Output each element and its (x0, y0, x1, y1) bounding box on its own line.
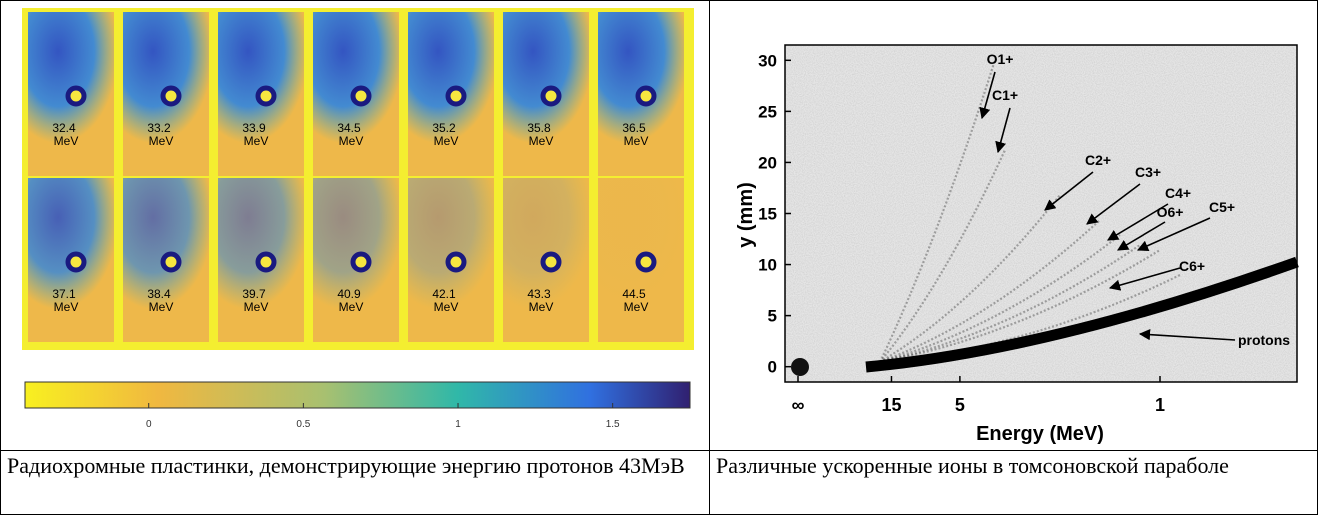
film-energy: 43.3 (527, 287, 551, 301)
film-unit: MeV (244, 300, 269, 314)
colorbar-tick-label: 0 (146, 419, 152, 430)
film-energy: 35.2 (432, 121, 456, 135)
ion-label: O6+ (1157, 204, 1184, 220)
film-energy: 32.4 (52, 121, 76, 135)
film-marker (543, 254, 559, 270)
film-energy: 33.9 (242, 121, 266, 135)
film-marker (163, 254, 179, 270)
caption-left: Радиохромные пластинки, демонстрирующие … (0, 450, 710, 515)
film-unit: MeV (529, 134, 554, 148)
colorbar-tick-label: 1 (455, 419, 461, 430)
x-tick-label: ∞ (792, 395, 805, 415)
film-marker (258, 88, 274, 104)
film-marker (353, 254, 369, 270)
y-tick-label: 15 (758, 205, 777, 224)
film-energy: 38.4 (147, 287, 171, 301)
film-energy: 35.8 (527, 121, 551, 135)
ion-label: C3+ (1135, 164, 1161, 180)
film-marker (543, 88, 559, 104)
y-tick-label: 0 (768, 358, 777, 377)
film-unit: MeV (529, 300, 554, 314)
film-marker (353, 88, 369, 104)
film-marker (448, 254, 464, 270)
film-energy: 44.5 (622, 287, 646, 301)
x-tick-label: 15 (881, 395, 901, 415)
colorbar-tick-label: 1.5 (606, 419, 620, 430)
film-energy: 42.1 (432, 287, 456, 301)
film-unit: MeV (339, 134, 364, 148)
ion-label: C5+ (1209, 199, 1235, 215)
film-energy: 34.5 (337, 121, 361, 135)
y-tick-label: 10 (758, 256, 777, 275)
colorbar-tick-label: 0.5 (296, 419, 310, 430)
film-energy: 33.2 (147, 121, 171, 135)
y-tick-label: 25 (758, 102, 777, 121)
film-marker (163, 88, 179, 104)
caption-right: Различные ускоренные ионы в томсоновской… (709, 450, 1318, 515)
film-unit: MeV (244, 134, 269, 148)
ion-label: O1+ (987, 51, 1014, 67)
y-axis-label: y (mm) (735, 182, 757, 248)
film-energy: 37.1 (52, 287, 76, 301)
film-unit: MeV (339, 300, 364, 314)
y-tick-label: 20 (758, 153, 777, 172)
x-tick-label: 1 (1155, 395, 1165, 415)
film-marker (448, 88, 464, 104)
x-tick-label: 5 (955, 395, 965, 415)
y-tick-label: 5 (768, 307, 777, 326)
film-marker (68, 254, 84, 270)
film-unit: MeV (624, 300, 649, 314)
colorbar (25, 382, 690, 408)
film-unit: MeV (624, 134, 649, 148)
film-energy: 36.5 (622, 121, 646, 135)
film-unit: MeV (54, 300, 79, 314)
ion-label: C1+ (992, 87, 1018, 103)
figure: 32.4MeV33.2MeV33.9MeV34.5MeV35.2MeV35.8M… (0, 0, 1318, 450)
ion-label: C4+ (1165, 185, 1191, 201)
film-unit: MeV (54, 134, 79, 148)
zero-spot (791, 358, 809, 376)
film-marker (258, 254, 274, 270)
film-unit: MeV (434, 300, 459, 314)
film-marker (638, 88, 654, 104)
film-energy: 40.9 (337, 287, 361, 301)
film-unit: MeV (149, 300, 174, 314)
x-axis-label: Energy (MeV) (976, 423, 1104, 445)
y-tick-label: 30 (758, 51, 777, 70)
film-energy: 39.7 (242, 287, 266, 301)
ion-label: protons (1238, 332, 1290, 348)
ion-label: C6+ (1179, 258, 1205, 274)
page: Радиохромные пластинки, демонстрирующие … (0, 0, 1318, 515)
ion-label: C2+ (1085, 152, 1111, 168)
film-marker (638, 254, 654, 270)
film-marker (68, 88, 84, 104)
film-unit: MeV (434, 134, 459, 148)
film-unit: MeV (149, 134, 174, 148)
